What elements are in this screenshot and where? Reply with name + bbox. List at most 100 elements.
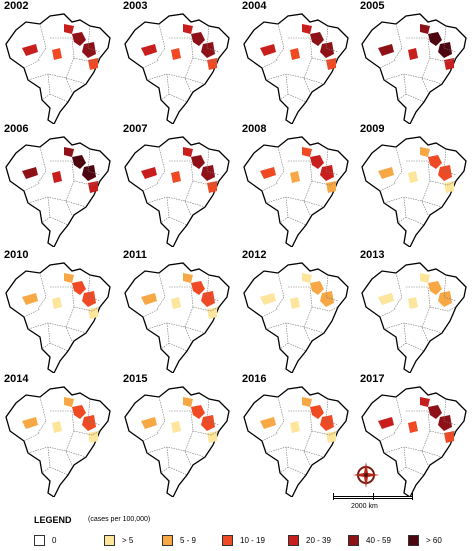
country-outline [243, 262, 349, 373]
state-border [37, 146, 47, 184]
state-border [184, 77, 206, 85]
state-border [406, 160, 431, 182]
incidence-region [310, 405, 324, 419]
incidence-region [444, 58, 454, 70]
incidence-region [444, 181, 454, 193]
incidence-region [207, 307, 217, 319]
incidence-region [326, 58, 336, 70]
legend-swatch [222, 534, 233, 546]
small-multiples-map-grid: 2002 2003 2004 2005 2006 2007 2008 2009 2010 2011… [4, 0, 474, 497]
state-border [405, 93, 425, 103]
state-border [405, 466, 425, 476]
incidence-region [201, 291, 215, 307]
incidence-region [260, 293, 276, 305]
state-border [393, 396, 403, 434]
year-label: 2004 [242, 0, 267, 12]
incidence-region [428, 32, 442, 46]
incidence-region [88, 307, 98, 319]
incidence-region [420, 397, 430, 407]
legend-item: 20 - 39 [288, 534, 331, 546]
country-outline [361, 13, 467, 124]
compass-rose-icon [353, 462, 379, 488]
incidence-region [326, 181, 336, 193]
state-border [261, 59, 279, 69]
incidence-region [52, 421, 62, 433]
incidence-region [408, 421, 418, 433]
incidence-region [320, 415, 334, 431]
country-outline [5, 386, 111, 497]
state-border [184, 326, 206, 334]
state-border [87, 148, 101, 176]
incidence-region [52, 48, 62, 60]
incidence-region [88, 431, 98, 443]
state-border [325, 148, 339, 176]
map-panel-2003: 2003 [121, 0, 239, 124]
incidence-region [22, 293, 38, 305]
state-border [37, 396, 47, 434]
incidence-region [444, 431, 454, 443]
state-border [65, 200, 87, 208]
incidence-region [302, 147, 312, 157]
country-outline [124, 386, 230, 497]
state-border [429, 306, 457, 312]
state-border [405, 216, 425, 226]
incidence-region [72, 405, 86, 419]
incidence-region [64, 24, 74, 34]
country-outline [124, 136, 230, 247]
state-border [287, 216, 307, 226]
incidence-region [302, 397, 312, 407]
state-border [156, 272, 166, 310]
incidence-region [72, 155, 86, 169]
country-outline [243, 136, 349, 247]
incidence-region [141, 44, 157, 56]
state-border [429, 180, 457, 186]
incidence-region [428, 281, 442, 295]
state-border [275, 272, 285, 310]
incidence-region [438, 42, 452, 58]
incidence-region [52, 171, 62, 183]
state-border [23, 59, 41, 69]
state-border [325, 25, 339, 53]
state-border [421, 450, 443, 458]
incidence-region [191, 281, 205, 295]
map-panel-2017: 2017 [358, 373, 474, 497]
state-border [261, 182, 279, 192]
country-outline [361, 262, 467, 373]
incidence-region [408, 48, 418, 60]
state-border [287, 342, 307, 352]
scale-tick [373, 493, 374, 500]
state-border [275, 396, 285, 434]
brazil-map [243, 136, 349, 247]
legend-swatch [288, 534, 299, 546]
map-panel-2007: 2007 [121, 123, 239, 247]
year-label: 2012 [242, 249, 267, 261]
state-border [429, 57, 457, 63]
country-outline [361, 136, 467, 247]
legend-label: 5 - 9 [180, 535, 197, 545]
incidence-region [320, 291, 334, 307]
incidence-region [64, 397, 74, 407]
incidence-region [52, 297, 62, 309]
map-panel-2016: 2016 [240, 373, 358, 497]
incidence-region [171, 297, 181, 309]
state-border [192, 306, 220, 312]
state-border [50, 410, 75, 432]
brazil-map [124, 13, 230, 124]
state-border [443, 25, 457, 53]
country-outline [5, 136, 111, 247]
legend-label: 40 - 59 [366, 535, 391, 545]
state-border [156, 396, 166, 434]
country-outline [243, 386, 349, 497]
state-border [288, 286, 313, 308]
incidence-region [428, 405, 442, 419]
incidence-region [191, 405, 205, 419]
incidence-region [260, 44, 276, 56]
incidence-region [260, 167, 276, 179]
state-border [393, 23, 403, 61]
state-border [49, 93, 69, 103]
state-border [169, 286, 194, 308]
state-border [49, 342, 69, 352]
state-border [50, 160, 75, 182]
state-border [142, 432, 160, 442]
legend-label: > 5 [122, 535, 134, 545]
